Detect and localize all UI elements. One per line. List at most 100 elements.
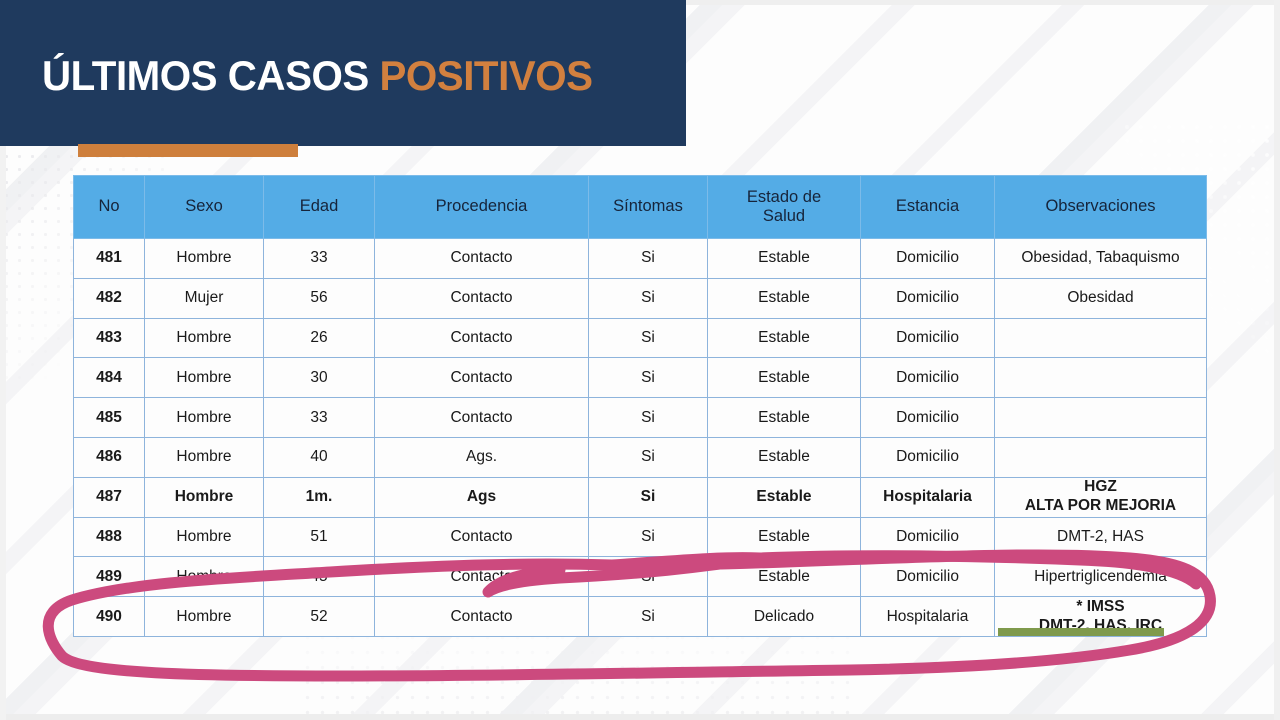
column-header-sintomas: Síntomas [588, 175, 708, 239]
cell-estado-salud: Estable [707, 317, 861, 359]
cell-estancia: Domicilio [860, 277, 995, 319]
column-header-estado-line1: Estado de [746, 187, 822, 206]
page-title: ÚLTIMOS CASOS POSITIVOS [42, 52, 593, 100]
cell-estancia: Hospitalaria [860, 476, 995, 518]
cell-estancia: Domicilio [860, 317, 995, 359]
table-row: 486 Hombre 40 Ags. Si Estable Domicilio [73, 436, 1207, 478]
cell-estancia: Domicilio [860, 516, 995, 558]
cell-edad: 56 [263, 277, 375, 319]
cell-no: 482 [73, 277, 145, 319]
cell-estado-salud: Estable [707, 516, 861, 558]
cell-sexo: Hombre [144, 436, 264, 478]
cell-procedencia: Ags. [374, 436, 589, 478]
cell-estancia: Domicilio [860, 436, 995, 478]
cell-observaciones: Obesidad [994, 277, 1207, 319]
cell-sintomas: Si [588, 516, 708, 558]
column-header-procedencia: Procedencia [374, 175, 589, 239]
table-row: 483 Hombre 26 Contacto Si Estable Domici… [73, 317, 1207, 359]
cell-sexo: Hombre [144, 357, 264, 399]
table-row: 485 Hombre 33 Contacto Si Estable Domici… [73, 397, 1207, 438]
table-header: No Sexo Edad Procedencia Síntomas Estado… [73, 175, 1207, 239]
cell-no: 488 [73, 516, 145, 558]
slide-edge-left [0, 0, 6, 720]
cell-procedencia: Contacto [374, 397, 589, 438]
slide-edge-right [1274, 0, 1280, 720]
cell-no: 484 [73, 357, 145, 399]
cell-sintomas: Si [588, 317, 708, 359]
page-title-accent: POSITIVOS [379, 52, 593, 99]
table-row-highlighted-487: 487 Hombre 1m. Ags Si Estable Hospitalar… [73, 476, 1207, 518]
cell-observaciones [994, 357, 1207, 399]
cell-observaciones-line1: * IMSS [1076, 597, 1125, 615]
cell-procedencia: Contacto [374, 357, 589, 399]
cell-sexo: Hombre [144, 516, 264, 558]
cell-sintomas: Si [588, 357, 708, 399]
cell-edad: 33 [263, 397, 375, 438]
cell-procedencia: Contacto [374, 556, 589, 598]
cases-table: No Sexo Edad Procedencia Síntomas Estado… [73, 175, 1207, 637]
cell-sexo: Hombre [144, 238, 264, 279]
cell-sintomas: Si [588, 397, 708, 438]
cell-no: 486 [73, 436, 145, 478]
cell-observaciones [994, 397, 1207, 438]
cell-sintomas: Si [588, 556, 708, 598]
cell-observaciones-line2: ALTA POR MEJORIA [1024, 497, 1177, 515]
table-row: 482 Mujer 56 Contacto Si Estable Domicil… [73, 277, 1207, 319]
cell-observaciones [994, 436, 1207, 478]
page-title-main: ÚLTIMOS CASOS [42, 52, 369, 99]
cell-sintomas: Si [588, 476, 708, 518]
cell-edad: 52 [263, 596, 375, 637]
cell-sintomas: Si [588, 238, 708, 279]
column-header-estado-salud: Estado de Salud [707, 175, 861, 239]
title-banner: ÚLTIMOS CASOS POSITIVOS [0, 0, 686, 146]
cell-procedencia: Contacto [374, 516, 589, 558]
table-row: 488 Hombre 51 Contacto Si Estable Domici… [73, 516, 1207, 558]
cell-estado-salud: Estable [707, 436, 861, 478]
column-header-sexo: Sexo [144, 175, 264, 239]
title-underline-bar [78, 144, 298, 157]
table-body: 481 Hombre 33 Contacto Si Estable Domici… [73, 238, 1207, 637]
cell-estancia: Domicilio [860, 397, 995, 438]
cell-observaciones: DMT-2, HAS [994, 516, 1207, 558]
cell-estado-salud: Estable [707, 556, 861, 598]
cell-estado-salud: Delicado [707, 596, 861, 637]
cell-no: 490 [73, 596, 145, 637]
cell-observaciones: Hipertriglicendemia [994, 556, 1207, 598]
cell-edad: 1m. [263, 476, 375, 518]
cell-estancia: Domicilio [860, 556, 995, 598]
cell-edad: 30 [263, 357, 375, 399]
cell-no: 487 [73, 476, 145, 518]
cell-estado-salud: Estable [707, 357, 861, 399]
cell-estancia: Domicilio [860, 357, 995, 399]
table-header-row: No Sexo Edad Procedencia Síntomas Estado… [73, 175, 1207, 239]
column-header-estancia: Estancia [860, 175, 995, 239]
table-row: 489 Hombre 45 Contacto Si Estable Domici… [73, 556, 1207, 598]
cell-edad: 26 [263, 317, 375, 359]
cell-no: 481 [73, 238, 145, 279]
cell-procedencia: Contacto [374, 596, 589, 637]
cell-sexo: Hombre [144, 397, 264, 438]
green-highlight-bar [998, 628, 1164, 636]
cell-edad: 33 [263, 238, 375, 279]
column-header-estado-line2: Salud [762, 207, 806, 225]
cell-no: 489 [73, 556, 145, 598]
cell-estancia: Domicilio [860, 238, 995, 279]
cell-sexo: Hombre [144, 476, 264, 518]
cell-estado-salud: Estable [707, 476, 861, 518]
cell-estado-salud: Estable [707, 277, 861, 319]
table-row: 481 Hombre 33 Contacto Si Estable Domici… [73, 238, 1207, 279]
cell-estancia: Hospitalaria [860, 596, 995, 637]
cell-estado-salud: Estable [707, 238, 861, 279]
cell-observaciones-line1: HGZ [1084, 478, 1117, 496]
column-header-edad: Edad [263, 175, 375, 239]
cell-no: 485 [73, 397, 145, 438]
table-row: 484 Hombre 30 Contacto Si Estable Domici… [73, 357, 1207, 399]
cell-sintomas: Si [588, 596, 708, 637]
cell-observaciones [994, 317, 1207, 359]
cases-table-container: No Sexo Edad Procedencia Síntomas Estado… [73, 175, 1207, 637]
cell-edad: 51 [263, 516, 375, 558]
cell-sexo: Hombre [144, 596, 264, 637]
cell-sexo: Hombre [144, 556, 264, 598]
cell-procedencia: Contacto [374, 277, 589, 319]
